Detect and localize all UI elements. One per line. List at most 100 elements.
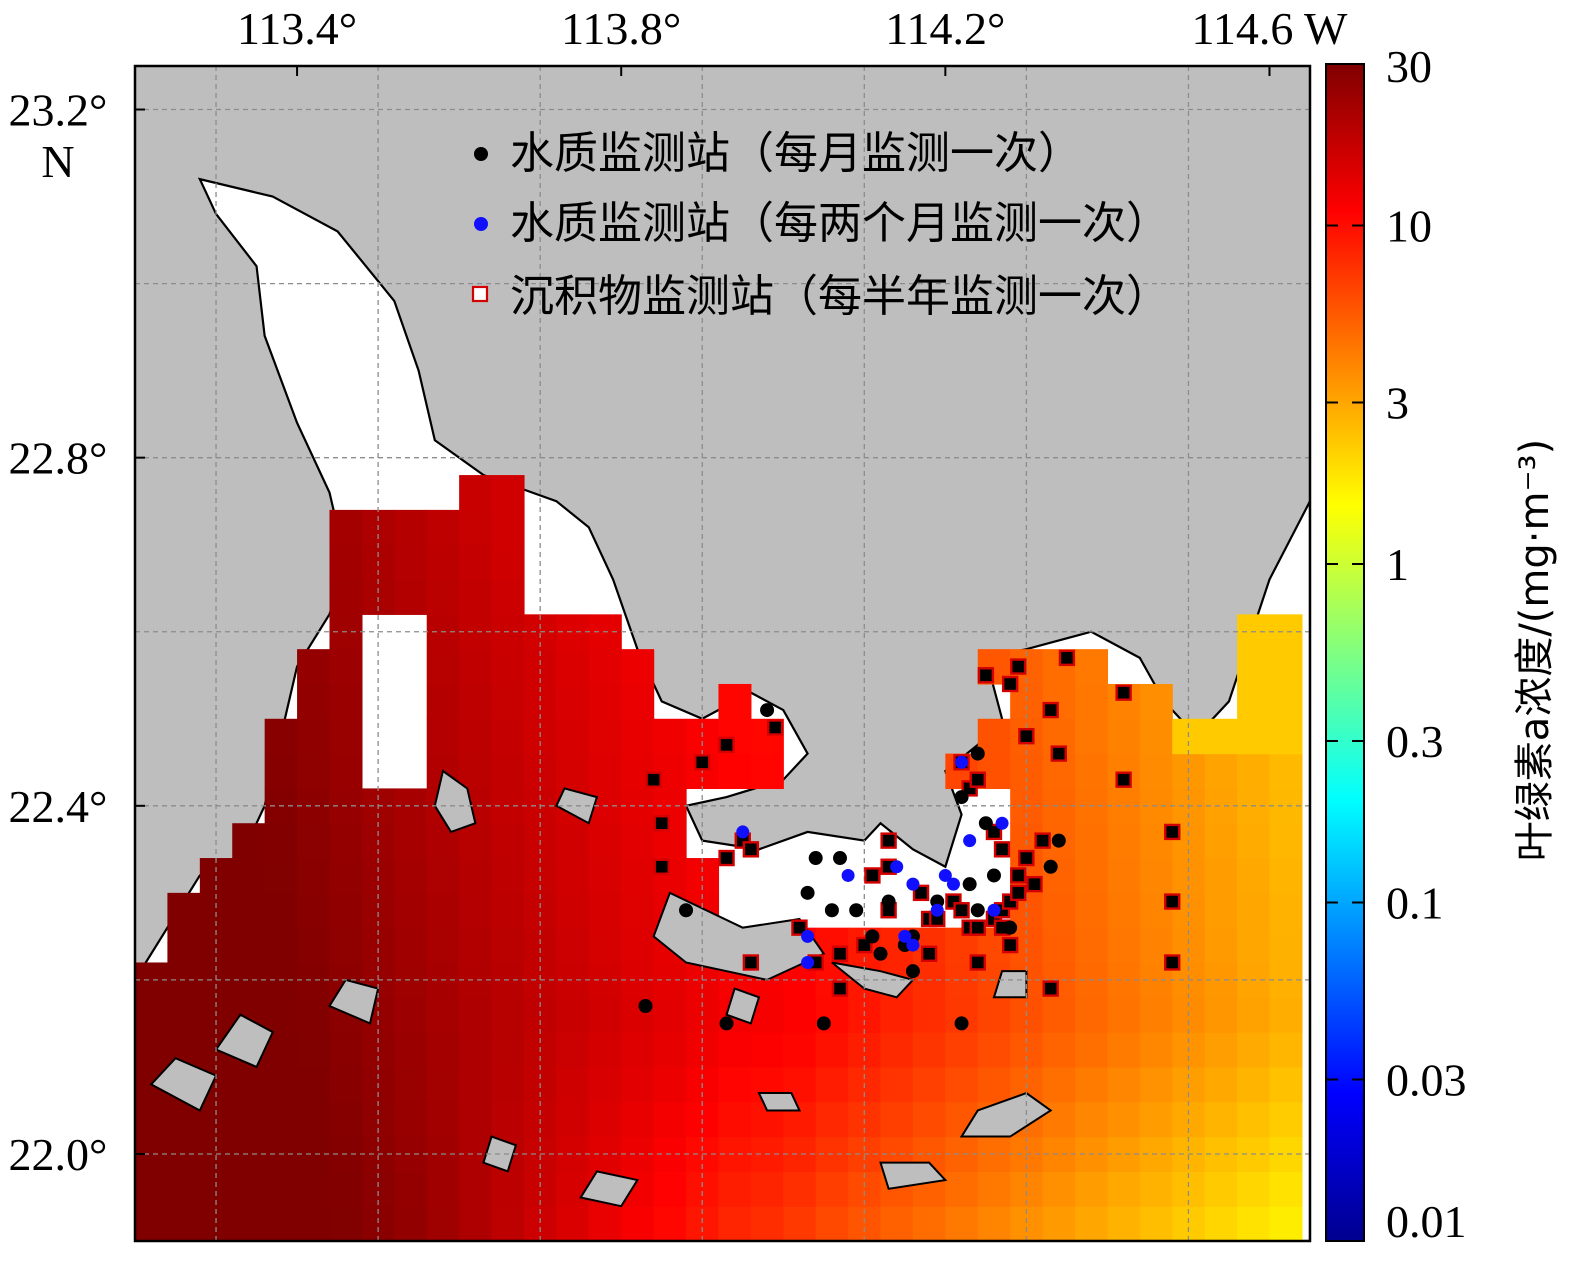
sediment-station — [1164, 823, 1181, 841]
sediment-station — [969, 954, 986, 971]
bimonthly-station — [898, 929, 912, 943]
lat-tick-label-3: 22.0° — [9, 1129, 108, 1180]
sediment-station — [742, 841, 760, 858]
bimonthly-station — [890, 860, 904, 874]
monthly-station — [800, 885, 815, 900]
bimonthly-station — [736, 825, 750, 839]
sediment-station — [920, 945, 938, 962]
legend-marker-sediment — [471, 285, 489, 303]
colorbar-ramp — [1325, 63, 1365, 1242]
legend-marker-bimonthly — [474, 217, 488, 231]
longitude-tick-labels: 113.4° 113.8° 114.2° 114.6 W — [237, 3, 1348, 76]
monthly-station — [1003, 920, 1018, 935]
sediment-station — [977, 667, 995, 684]
legend-marker-monthly — [474, 147, 488, 161]
monthly-station — [978, 816, 993, 831]
sediment-station — [953, 902, 970, 919]
sediment-station — [912, 884, 930, 902]
bimonthly-station — [987, 903, 1001, 917]
monthly-station — [1051, 833, 1066, 848]
station-markers — [638, 649, 1181, 1031]
bimonthly-station — [906, 877, 920, 891]
sediment-station — [1010, 658, 1027, 675]
sediment-station — [1042, 980, 1059, 997]
sediment-station — [1001, 675, 1019, 693]
sediment-station — [1018, 727, 1035, 745]
sediment-station — [718, 736, 735, 754]
monthly-station — [881, 894, 896, 909]
lon-tick-label-1: 113.8° — [561, 3, 681, 54]
map-panel — [135, 66, 1310, 1241]
map-frame — [133, 64, 1312, 1243]
monthly-station — [849, 903, 864, 918]
sediment-station — [694, 754, 711, 771]
monthly-station — [833, 851, 847, 866]
sediment-station — [1115, 771, 1132, 788]
monthly-station — [808, 851, 823, 866]
sediment-station — [1018, 849, 1035, 867]
sediment-station — [969, 919, 986, 936]
colorbar-ticks: 30 10 3 1 0.3 0.1 0.03 0.01 — [1326, 41, 1467, 1247]
bimonthly-station — [946, 877, 960, 891]
bimonthly-station — [930, 903, 944, 917]
monthly-station — [816, 1016, 831, 1031]
monthly-station — [962, 877, 977, 892]
sediment-station — [653, 858, 670, 875]
legend-label-monthly: 水质监测站（每月监测一次） — [510, 128, 1082, 179]
legend: 水质监测站（每月监测一次） 水质监测站（每两个月监测一次） 沉积物监测站（每半年… — [471, 128, 1170, 322]
islands — [149, 769, 1053, 1208]
bimonthly-station — [963, 834, 977, 848]
sediment-station — [1010, 884, 1027, 902]
chlorophyll-raster — [135, 475, 1303, 1241]
colorbar-tick-label-6: 0.03 — [1386, 1054, 1467, 1105]
sediment-station — [653, 815, 670, 832]
sediment-station — [993, 841, 1011, 858]
colorbar-tick-label-5: 0.1 — [1386, 878, 1444, 929]
sediment-station — [831, 945, 849, 962]
monthly-station — [865, 929, 880, 944]
colorbar-tick-label-2: 3 — [1386, 377, 1409, 428]
lat-tick-label-0: 23.2° — [9, 85, 108, 136]
monthly-station — [954, 1016, 969, 1031]
sediment-station — [718, 849, 735, 867]
monthly-station — [1043, 859, 1058, 874]
colorbar-tick-label-4: 0.3 — [1386, 716, 1444, 767]
sediment-station — [1115, 684, 1132, 701]
lon-tick-label-2: 114.2° — [885, 3, 1005, 54]
monthly-station — [970, 746, 985, 761]
bimonthly-station — [938, 868, 952, 882]
monthly-station — [760, 703, 775, 718]
sediment-station — [1050, 745, 1067, 762]
sediment-station — [742, 954, 760, 971]
monthly-station — [679, 903, 694, 918]
lon-tick-label-3: 114.6 W — [1192, 3, 1348, 54]
monthly-station — [970, 903, 985, 918]
colorbar-tick-label-3: 1 — [1386, 539, 1409, 590]
sediment-station — [1042, 701, 1059, 719]
monthly-station — [873, 946, 888, 961]
sediment-station — [645, 771, 662, 788]
legend-label-sediment: 沉积物监测站（每半年监测一次） — [510, 271, 1170, 322]
monthly-station — [905, 964, 920, 979]
latitude-unit-label: N — [41, 136, 74, 187]
colorbar-title: 叶绿素a浓度/(mg·m⁻³) — [1512, 439, 1558, 861]
graticule — [135, 66, 1310, 1241]
sediment-station — [1058, 649, 1076, 667]
sediment-station — [1164, 893, 1181, 910]
monthly-station — [954, 790, 969, 805]
bimonthly-station — [801, 955, 815, 969]
bimonthly-station — [995, 816, 1009, 830]
legend-label-bimonthly: 水质监测站（每两个月监测一次） — [510, 198, 1170, 249]
bimonthly-station — [906, 938, 920, 952]
monthly-station — [824, 903, 839, 918]
sediment-station — [864, 867, 881, 884]
colorbar-tick-label-0: 30 — [1386, 41, 1432, 92]
sediment-station — [1164, 954, 1181, 971]
lat-tick-label-2: 22.4° — [9, 781, 108, 832]
sediment-station — [766, 719, 784, 736]
lat-tick-label-1: 22.8° — [9, 433, 108, 484]
monthly-station — [638, 999, 653, 1013]
colorbar-tick-label-1: 10 — [1386, 201, 1432, 252]
sediment-station — [791, 919, 808, 936]
sediment-station — [831, 980, 849, 997]
